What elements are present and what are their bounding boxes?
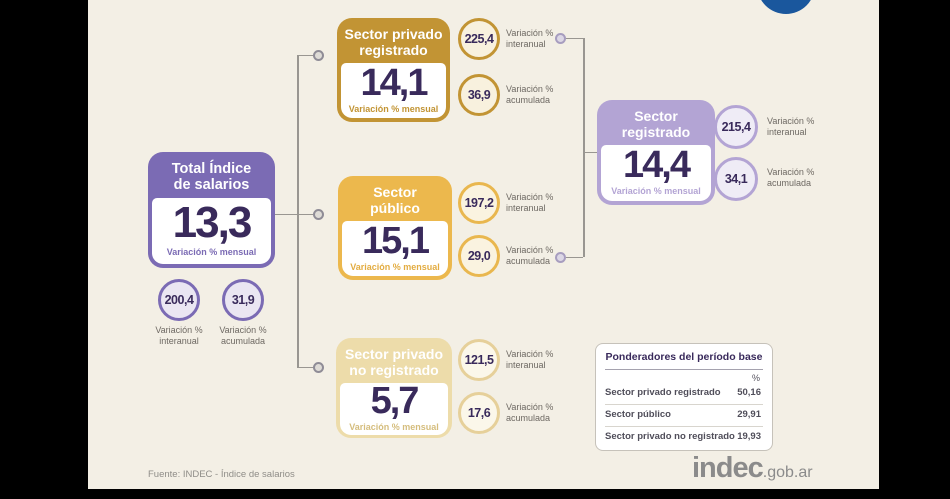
- connector-node-bottom: [313, 361, 324, 373]
- bubble-spr-interannual: 225,4: [458, 18, 500, 60]
- connector-node-top: [313, 49, 324, 61]
- card-sector-privado-registrado: Sector privado registrado 14,1 Variación…: [337, 18, 450, 122]
- card-title: Sector privado registrado: [344, 26, 443, 58]
- bubble-label-accumulated: Variación % acumulada: [506, 402, 554, 423]
- bubble-label-accumulated: Variación % acumulada: [219, 325, 267, 346]
- bubble-sr-accumulated: 34,1: [714, 157, 758, 201]
- monthly-variation-label: Variación % mensual: [350, 261, 440, 272]
- row-label: Sector privado no registrado: [605, 431, 735, 442]
- connector-left-vertical: [297, 55, 299, 367]
- monthly-variation-value: 13,3: [172, 198, 253, 248]
- card-body: 15,1 Variación % mensual: [342, 221, 448, 276]
- monthly-variation-label: Variación % mensual: [348, 103, 439, 114]
- bubble-sp-accumulated: 29,0: [458, 235, 500, 277]
- bubble-spr-accumulated: 36,9: [458, 74, 500, 116]
- card-sector-privado-no-registrado: Sector privado no registrado 5,7 Variaci…: [336, 338, 452, 438]
- connector-left-branch-bottom: [297, 366, 314, 368]
- bubble-label-interannual: Variación % interanual: [155, 325, 203, 346]
- row-value: 19,93: [737, 431, 761, 442]
- bubble-sr-interannual: 215,4: [714, 105, 758, 149]
- bubble-sp-interannual: 197,2: [458, 182, 500, 224]
- weights-table-unit-header: %: [751, 373, 760, 383]
- bubble-label-accumulated: Variación % acumulada: [506, 245, 554, 266]
- infographic-canvas: Total Índice de salarios 13,3 Variación …: [88, 0, 879, 489]
- connector-right-branch-bottom: [566, 256, 583, 258]
- blue-logo-circle: [757, 0, 815, 14]
- card-total-indice-salarios: Total Índice de salarios 13,3 Variación …: [148, 152, 275, 268]
- bubble-total-interannual: 200,4: [158, 279, 200, 321]
- source-note: Fuente: INDEC - Índice de salarios: [148, 469, 295, 480]
- card-body: 13,3 Variación % mensual: [152, 198, 271, 264]
- card-sector-publico: Sector público 15,1 Variación % mensual: [338, 176, 452, 280]
- row-value: 29,91: [737, 409, 761, 420]
- monthly-variation-label: Variación % mensual: [611, 186, 701, 197]
- connector-right-branch-middle: [583, 151, 597, 153]
- weights-table-title: Ponderadores del período base: [605, 344, 763, 370]
- bubble-label-accumulated: Variación % acumulada: [767, 167, 815, 188]
- connector-node-right-top: [555, 32, 566, 44]
- bubble-label-accumulated: Variación % acumulada: [506, 84, 554, 105]
- indec-wordmark: indec: [692, 452, 764, 484]
- monthly-variation-value: 15,1: [362, 219, 430, 262]
- card-title: Total Índice de salarios: [171, 161, 252, 194]
- monthly-variation-value: 14,4: [623, 144, 691, 187]
- card-title: Sector registrado: [621, 108, 691, 140]
- row-label: Sector público: [605, 409, 671, 420]
- row-value: 50,16: [737, 387, 761, 398]
- card-body: 14,1 Variación % mensual: [341, 63, 446, 118]
- card-sector-registrado: Sector registrado 14,4 Variación % mensu…: [597, 100, 715, 205]
- monthly-variation-label: Variación % mensual: [166, 247, 257, 258]
- table-row: Sector privado no registrado 19,93: [605, 426, 763, 448]
- bubble-spnr-interannual: 121,5: [458, 339, 500, 381]
- bubble-total-accumulated: 31,9: [222, 279, 264, 321]
- connector-node-middle: [313, 208, 324, 220]
- card-body: 14,4 Variación % mensual: [601, 145, 711, 201]
- bubble-label-interannual: Variación % interanual: [506, 349, 554, 370]
- monthly-variation-value: 5,7: [370, 380, 420, 423]
- monthly-variation-label: Variación % mensual: [349, 422, 439, 433]
- connector-right-vertical: [583, 38, 585, 257]
- indec-logo: indec .gob.ar: [692, 452, 813, 485]
- connector-node-right-bottom: [555, 251, 566, 263]
- bubble-label-interannual: Variación % interanual: [506, 28, 554, 49]
- indec-domain-suffix: .gob.ar: [762, 464, 813, 481]
- table-row: Sector público 29,91: [605, 404, 763, 426]
- bubble-label-interannual: Variación % interanual: [506, 192, 554, 213]
- bubble-label-interannual: Variación % interanual: [767, 116, 815, 137]
- card-title: Sector privado no registrado: [344, 346, 444, 378]
- table-row: Sector privado registrado 50,16: [605, 383, 763, 404]
- connector-left-branch-middle: [274, 213, 314, 215]
- connector-left-branch-top: [297, 54, 314, 56]
- weights-table: Ponderadores del período base % Sector p…: [595, 343, 773, 451]
- row-label: Sector privado registrado: [605, 387, 721, 398]
- card-body: 5,7 Variación % mensual: [340, 380, 448, 436]
- card-title: Sector público: [370, 184, 420, 216]
- connector-right-branch-top: [566, 37, 583, 39]
- monthly-variation-value: 14,1: [360, 61, 429, 104]
- bubble-spnr-accumulated: 17,6: [458, 392, 500, 434]
